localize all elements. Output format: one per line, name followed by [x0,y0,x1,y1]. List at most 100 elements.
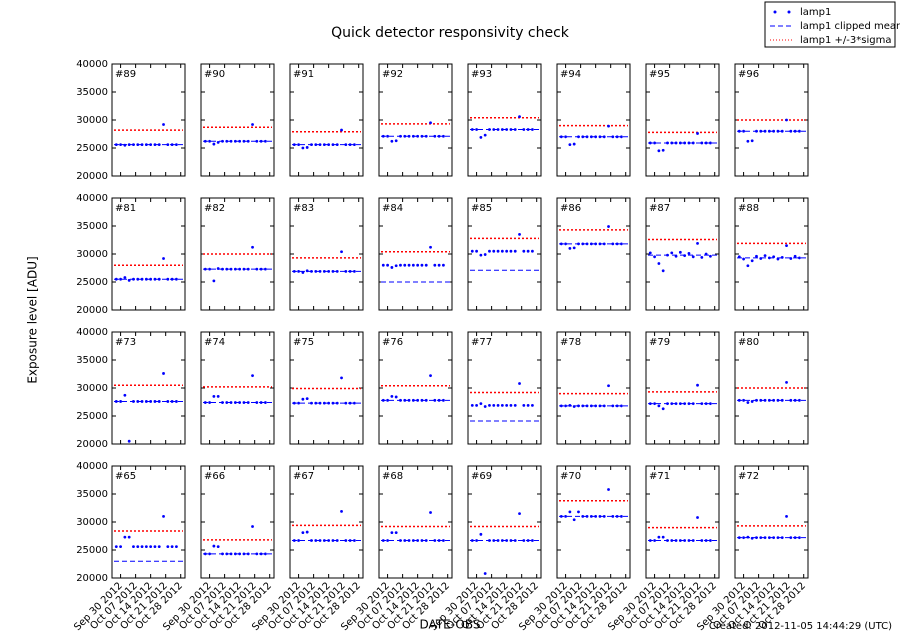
point [661,148,665,152]
y-tick-label: 30000 [76,249,108,260]
point [763,254,767,258]
point [687,539,691,542]
y-tick-label: 30000 [76,115,108,126]
point [305,530,309,534]
y-tick-label: 20000 [76,573,108,584]
point [322,539,326,542]
point [229,401,233,404]
point [772,129,776,133]
point [798,129,801,133]
point [648,539,652,542]
legend-label: lamp1 +/-3*sigma [800,35,891,46]
point [479,253,483,257]
point [420,134,424,138]
point [572,518,576,522]
point [483,133,487,137]
point [216,141,220,144]
point [251,123,254,126]
point [259,139,263,143]
point [572,246,576,250]
point [780,398,784,402]
point [615,242,619,246]
point [518,512,521,515]
point [577,242,580,246]
point [437,263,441,267]
point [670,539,674,542]
y-tick-label: 20000 [76,305,108,316]
point [691,255,695,259]
y-tick-label: 40000 [76,327,108,338]
point [157,400,161,403]
point [709,539,712,542]
point [648,251,652,255]
point [162,515,165,518]
point [585,515,589,518]
point [564,515,567,518]
point [399,539,402,542]
point [310,539,313,542]
point [221,401,224,404]
point [759,257,763,260]
point [442,134,445,138]
point [259,401,263,404]
point [674,539,678,542]
point [509,128,513,131]
point [416,134,420,138]
legend-box [764,1,896,48]
point [696,241,699,245]
point [119,143,122,147]
point [175,545,178,549]
point [581,515,585,518]
point [264,552,267,556]
point [153,545,157,549]
point [479,135,483,139]
point [322,143,326,147]
point [500,539,504,542]
point [212,142,216,146]
point [594,242,598,246]
point [513,249,517,253]
point [221,267,224,271]
point [653,539,656,542]
point [776,398,780,402]
point [470,403,474,407]
point [666,141,669,145]
point [750,536,754,540]
point [140,277,144,281]
point [170,277,174,281]
point [175,277,178,281]
point [140,545,144,549]
point [700,539,704,542]
panel-label: #80 [738,337,759,348]
point [175,400,178,403]
panel-label: #82 [204,203,225,214]
point [149,143,153,147]
point [678,402,682,406]
point [772,536,776,540]
point [522,403,526,407]
point [709,402,712,406]
point [166,400,170,403]
point [238,139,242,143]
point [433,263,437,267]
point [531,403,534,407]
point [301,531,305,535]
point [611,135,615,139]
point [559,242,563,246]
point [229,139,233,143]
point [505,403,509,407]
point [687,252,691,255]
point [526,403,530,407]
point [381,539,385,542]
point [442,398,445,402]
point [568,247,572,250]
point [661,269,665,273]
point [683,402,687,406]
point [615,135,619,139]
point [208,267,211,271]
point [136,400,140,403]
point [132,545,135,549]
point [314,269,318,273]
point [157,143,161,147]
point [314,539,318,542]
